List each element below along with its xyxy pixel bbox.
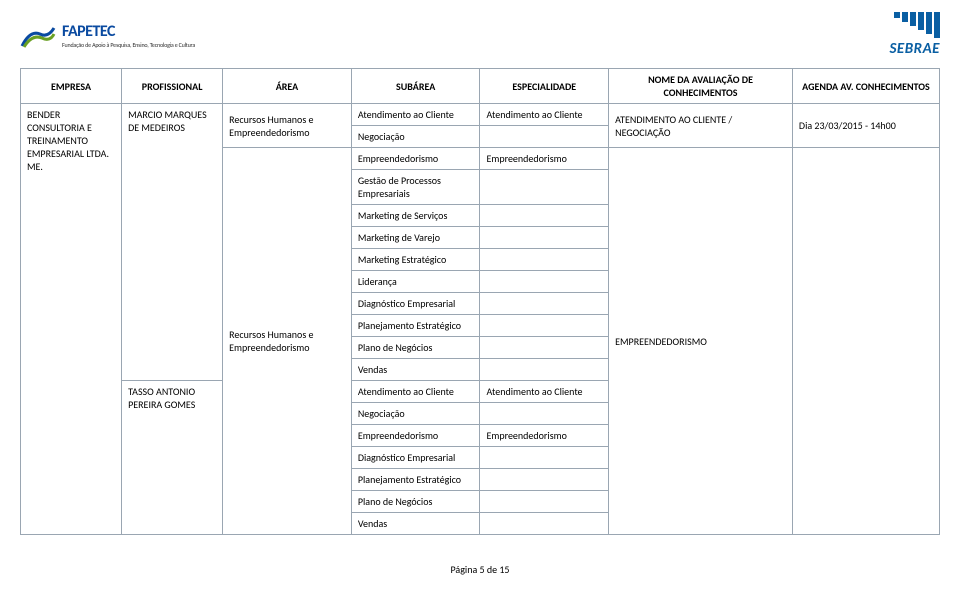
table-cell	[480, 170, 609, 205]
table-cell: ATENDIMENTO AO CLIENTE / NEGOCIAÇÃO	[609, 104, 793, 148]
table-cell: Atendimento ao Cliente	[480, 104, 609, 126]
fapetec-name: FAPETEC	[62, 22, 195, 41]
table-cell: Empreendedorismo	[351, 425, 480, 447]
table-cell: TASSO ANTONIO PEREIRA GOMES	[122, 381, 223, 535]
fapetec-mark-icon	[20, 22, 56, 48]
th-espec: ESPECIALIDADE	[480, 69, 609, 104]
table-cell	[480, 513, 609, 535]
table-cell: Empreendedorismo	[480, 425, 609, 447]
table-cell: Vendas	[351, 513, 480, 535]
table-cell	[480, 403, 609, 425]
table-cell	[480, 249, 609, 271]
table-cell	[480, 227, 609, 249]
table-cell: BENDER CONSULTORIA E TREINAMENTO EMPRESA…	[21, 104, 122, 535]
table-cell: Recursos Humanos e Empreendedorismo	[223, 148, 352, 535]
table-cell: Empreendedorismo	[351, 148, 480, 170]
table-cell: MARCIO MARQUES DE MEDEIROS	[122, 104, 223, 381]
fapetec-subtitle: Fundação de Apoio à Pesquisa, Ensino, Te…	[62, 41, 195, 49]
schedule-table: EMPRESA PROFISSIONAL ÁREA SUBÁREA ESPECI…	[20, 68, 940, 535]
table-cell: Planejamento Estratégico	[351, 315, 480, 337]
table-cell	[480, 205, 609, 227]
table-cell: Plano de Negócios	[351, 491, 480, 513]
table-cell	[480, 293, 609, 315]
table-cell	[480, 126, 609, 148]
table-row: BENDER CONSULTORIA E TREINAMENTO EMPRESA…	[21, 104, 940, 126]
table-cell	[480, 447, 609, 469]
table-body: BENDER CONSULTORIA E TREINAMENTO EMPRESA…	[21, 104, 940, 535]
table-cell	[792, 148, 939, 535]
table-cell: Dia 23/03/2015 - 14h00	[792, 104, 939, 148]
table-cell	[480, 315, 609, 337]
table-cell	[480, 337, 609, 359]
logo-sebrae: SEBRAE	[889, 12, 940, 58]
sebrae-bars-icon	[889, 12, 940, 38]
th-agenda: AGENDA AV. CONHECIMENTOS	[792, 69, 939, 104]
table-cell: Negociação	[351, 126, 480, 148]
table-cell: Planejamento Estratégico	[351, 469, 480, 491]
table-cell: EMPREENDEDORISMO	[609, 148, 793, 535]
th-area: ÁREA	[223, 69, 352, 104]
logo-fapetec: FAPETEC Fundação de Apoio à Pesquisa, En…	[20, 22, 195, 49]
page-header: FAPETEC Fundação de Apoio à Pesquisa, En…	[20, 12, 940, 58]
table-cell: Marketing de Varejo	[351, 227, 480, 249]
th-empresa: EMPRESA	[21, 69, 122, 104]
table-cell: Gestão de Processos Empresariais	[351, 170, 480, 205]
table-cell: Negociação	[351, 403, 480, 425]
table-cell: Recursos Humanos e Empreendedorismo	[223, 104, 352, 148]
page-footer: Página 5 de 15	[20, 563, 940, 576]
th-subarea: SUBÁREA	[351, 69, 480, 104]
table-cell: Plano de Negócios	[351, 337, 480, 359]
table-cell: Atendimento ao Cliente	[480, 381, 609, 403]
table-cell: Vendas	[351, 359, 480, 381]
table-cell: Atendimento ao Cliente	[351, 104, 480, 126]
table-cell	[480, 491, 609, 513]
table-cell: Diagnóstico Empresarial	[351, 293, 480, 315]
table-cell	[480, 359, 609, 381]
table-cell: Marketing de Serviços	[351, 205, 480, 227]
table-cell	[480, 271, 609, 293]
table-cell: Liderança	[351, 271, 480, 293]
table-cell: Empreendedorismo	[480, 148, 609, 170]
table-header-row: EMPRESA PROFISSIONAL ÁREA SUBÁREA ESPECI…	[21, 69, 940, 104]
table-cell: Diagnóstico Empresarial	[351, 447, 480, 469]
table-cell: Marketing Estratégico	[351, 249, 480, 271]
th-nome: NOME DA AVALIAÇÃO DE CONHECIMENTOS	[609, 69, 793, 104]
table-cell: Atendimento ao Cliente	[351, 381, 480, 403]
table-cell	[480, 469, 609, 491]
sebrae-name: SEBRAE	[889, 40, 940, 58]
th-prof: PROFISSIONAL	[122, 69, 223, 104]
